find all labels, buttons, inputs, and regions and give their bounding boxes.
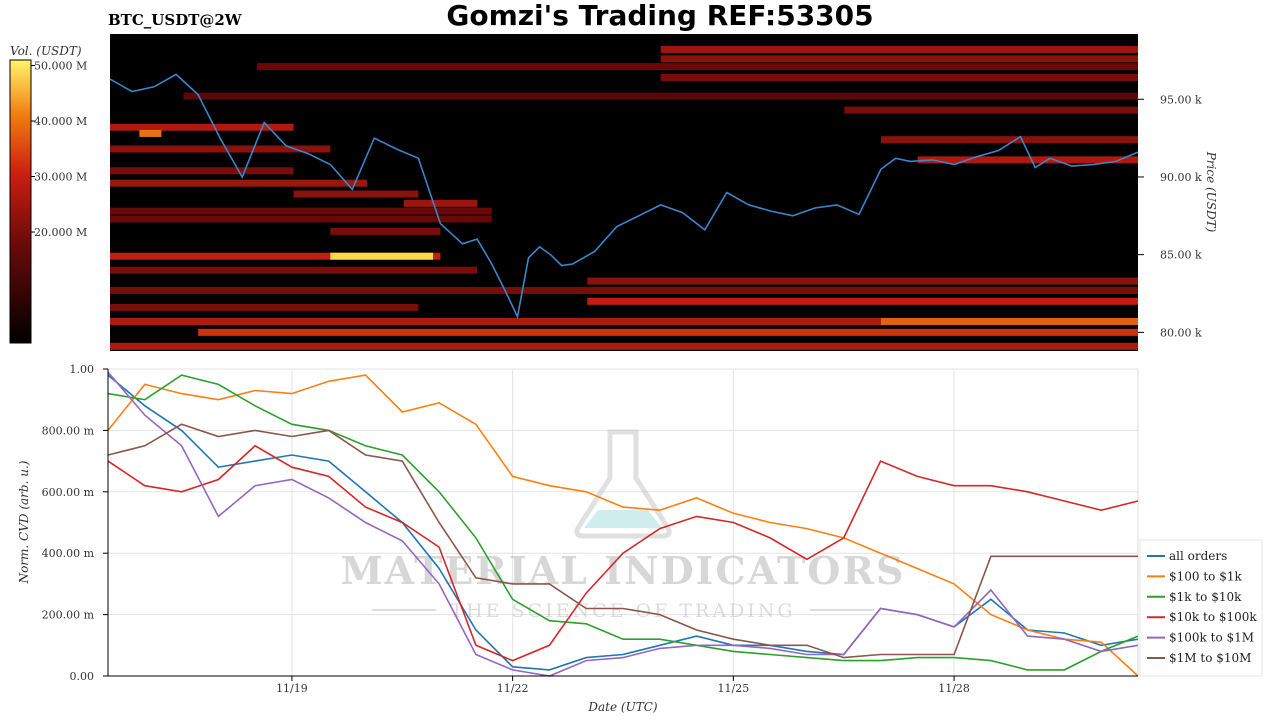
legend-entry: $1M to $10M <box>1169 651 1251 665</box>
heatmap-band <box>917 156 1138 164</box>
heatmap-band <box>844 106 1138 114</box>
heatmap-band <box>139 129 162 137</box>
cvd-y-tick-label: 1.00 <box>70 363 95 376</box>
watermark: MATERIAL INDICATORS THE SCIENCE OF TRADI… <box>341 429 906 622</box>
cvd-series-line <box>107 423 1138 659</box>
cvd-y-tick-label: 400.00 m <box>42 547 95 560</box>
heatmap-band <box>110 317 1138 325</box>
heatmap-band <box>198 328 1139 336</box>
heatmap-band <box>110 286 1138 294</box>
legend-box <box>1139 539 1263 677</box>
heatmap-band <box>110 167 294 175</box>
heatmap-band <box>403 199 478 207</box>
cvd-series-lines <box>107 371 1139 677</box>
heatmap-band <box>110 252 441 260</box>
heatmap-band <box>183 92 1138 100</box>
colorbar-label: Vol. (USDT) <box>10 44 82 58</box>
price-line <box>109 73 1139 320</box>
heatmap-band <box>587 277 1138 285</box>
colorbar-tick-label: 40.000 M <box>34 115 87 128</box>
heatmap-band <box>293 190 419 198</box>
heatmap-bands <box>110 46 1139 350</box>
heatmap-band <box>881 317 1138 325</box>
colorbar <box>9 59 32 344</box>
heatmap-band <box>330 227 441 235</box>
heatmap-band <box>256 63 1138 71</box>
watermark-tagline: THE SCIENCE OF TRADING <box>450 600 795 622</box>
heatmap-band <box>330 252 434 260</box>
cvd-x-tick-label: 11/28 <box>938 682 970 695</box>
colorbar-tick-label: 50.000 M <box>34 60 87 73</box>
heatmap-band <box>110 215 492 223</box>
legend-entry: $10k to $100k <box>1169 610 1257 624</box>
cvd-series-line <box>107 374 1139 671</box>
heatmap-band <box>110 123 294 131</box>
chart-title: Gomzi's Trading REF:53305 <box>446 0 873 32</box>
heatmap-band <box>110 303 419 311</box>
cvd-y-tick-label: 800.00 m <box>42 424 95 437</box>
ticker-label: BTC_USDT@2W <box>108 11 243 29</box>
heatmap-band <box>660 55 1138 63</box>
heatmap-band <box>110 207 492 215</box>
heatmap-band <box>660 46 1138 54</box>
price-axis-ticks: 95.00 k 90.00 k 85.00 k 80.00 k <box>1138 93 1202 339</box>
cvd-series-line <box>107 371 1139 677</box>
price-tick-label: 85.00 k <box>1160 249 1202 262</box>
cvd-x-tick-label: 11/19 <box>276 682 308 695</box>
heatmap-band <box>587 297 1138 305</box>
heatmap-band <box>110 145 331 153</box>
legend-entry: $1k to $10k <box>1169 590 1242 604</box>
cvd-y-tick-label: 0.00 <box>70 670 95 683</box>
price-tick-label: 90.00 k <box>1160 171 1202 184</box>
cvd-y-ticks: 1.00 800.00 m 600.00 m 400.00 m 200.00 m 0.00 <box>42 363 109 683</box>
cvd-series-line <box>107 374 1139 677</box>
price-tick-label: 80.00 k <box>1160 326 1202 339</box>
colorbar-tick-label: 20.000 M <box>34 226 87 239</box>
cvd-series-line <box>107 374 1139 671</box>
heatmap-band <box>110 266 478 274</box>
cvd-y-tick-label: 600.00 m <box>42 486 95 499</box>
legend-entry: $100k to $1M <box>1169 631 1254 645</box>
flask-liquid-icon <box>584 510 662 528</box>
cvd-x-ticks: 11/19 11/22 11/25 11/28 <box>108 675 1138 695</box>
flask-logo-icon <box>574 429 672 539</box>
legend: all orders $100 to $1k $1k to $10k $10k to … <box>1147 549 1257 665</box>
price-axis-label: Price (USDT) <box>1204 151 1218 233</box>
cvd-series-line <box>107 444 1139 662</box>
colorbar-ticks: 50.000 M 40.000 M 30.000 M 20.000 M <box>31 60 87 239</box>
heatmap-band <box>110 342 1138 350</box>
cvd-x-tick-label: 11/25 <box>718 682 750 695</box>
legend-entry: $100 to $1k <box>1169 569 1242 583</box>
price-tick-label: 95.00 k <box>1160 93 1202 106</box>
heatmap-band <box>660 74 1138 82</box>
watermark-brand: MATERIAL INDICATORS <box>341 548 906 593</box>
heatmap-band <box>881 136 1138 144</box>
cvd-y-axis-label: Norm. CVD (arb. u.) <box>17 460 31 584</box>
colorbar-tick-label: 30.000 M <box>34 171 87 184</box>
cvd-x-tick-label: 11/22 <box>497 682 529 695</box>
heatmap-band <box>110 179 367 187</box>
cvd-y-tick-label: 200.00 m <box>42 609 95 622</box>
cvd-x-axis-label: Date (UTC) <box>587 700 657 714</box>
legend-entry: all orders <box>1169 549 1227 563</box>
